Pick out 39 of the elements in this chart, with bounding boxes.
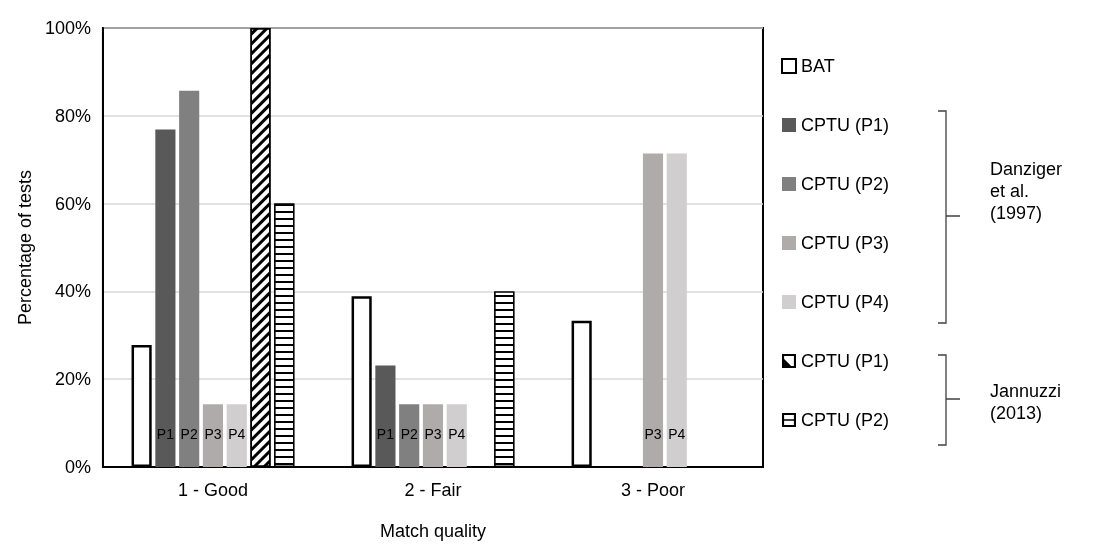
data-label: P4: [448, 426, 466, 442]
legend-label: BAT: [801, 56, 835, 76]
legend-label: CPTU (P3): [801, 233, 890, 253]
y-tick-label: 60%: [54, 193, 91, 214]
data-label: P4: [668, 426, 686, 442]
data-label: P2: [400, 426, 418, 442]
y-tick-label: 40%: [54, 281, 91, 302]
x-tick-label: 1 - Good: [177, 480, 248, 500]
x-tick-label: 2 - Fair: [404, 480, 462, 500]
data-label: P3: [644, 426, 662, 442]
legend-label: CPTU (P2): [801, 174, 890, 194]
legend-label: CPTU (P1): [801, 351, 890, 371]
text: Jannuzzi (2013): [990, 380, 1063, 424]
y-tick-label: 0%: [64, 457, 91, 477]
bar: [202, 404, 224, 467]
bar: [226, 404, 247, 467]
text: Danziger et al. (1997): [990, 158, 1064, 224]
y-axis-title: Percentage of tests: [15, 169, 35, 326]
data-label: P2: [180, 426, 198, 442]
x-tick-label: 3 - Poor: [620, 480, 686, 500]
bar: [155, 129, 176, 467]
legend-label: CPTU (P4): [801, 292, 890, 312]
bar: [446, 404, 467, 467]
legend-label: CPTU (P2): [801, 410, 890, 430]
bar: [642, 153, 664, 467]
x-axis-title: Match quality: [379, 521, 486, 541]
legend-label: CPTU (P1): [801, 115, 890, 135]
bar: [422, 404, 444, 467]
y-tick-label: 100%: [44, 18, 91, 38]
bar: [375, 365, 396, 467]
bar: [399, 404, 420, 467]
data-label: P1: [376, 426, 395, 442]
data-label: P3: [424, 426, 442, 442]
data-label: P1: [156, 426, 175, 442]
data-label: P3: [204, 426, 222, 442]
y-tick-label: 80%: [54, 105, 91, 126]
bar: [179, 90, 200, 467]
data-label: P4: [228, 426, 246, 442]
y-tick-label: 20%: [54, 369, 91, 390]
